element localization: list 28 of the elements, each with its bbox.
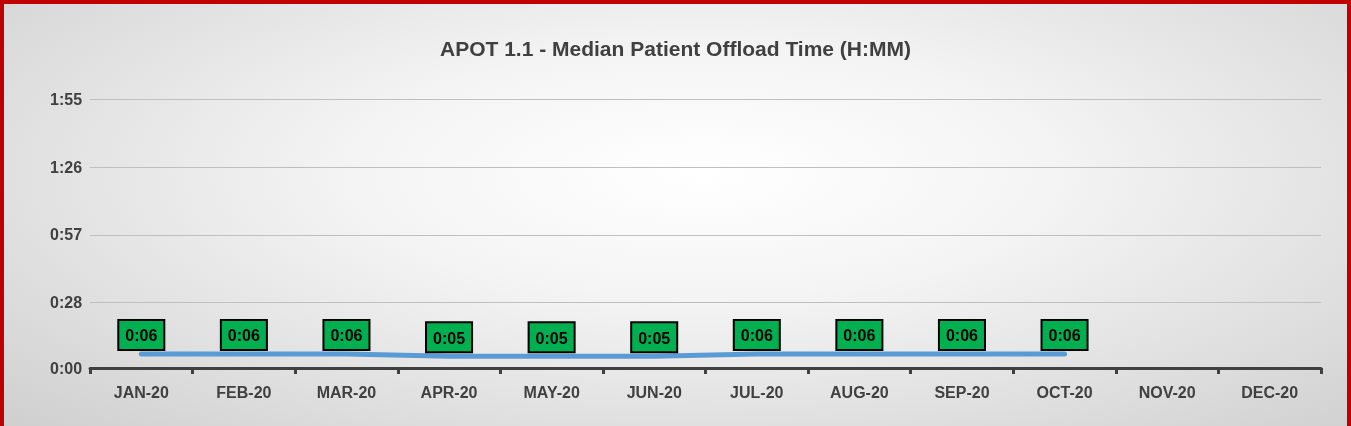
y-tick-label: 1:26 bbox=[50, 158, 83, 176]
data-label: 0:06 bbox=[740, 327, 773, 345]
x-tick-label: SEP-20 bbox=[934, 383, 990, 401]
x-tick-label: JUL-20 bbox=[730, 383, 784, 401]
x-tick-label: APR-20 bbox=[420, 383, 478, 401]
y-tick-label: 1:55 bbox=[50, 90, 83, 108]
x-tick-label: MAR-20 bbox=[316, 383, 377, 401]
data-label: 0:05 bbox=[535, 329, 568, 347]
x-tick-label: NOV-20 bbox=[1138, 383, 1196, 401]
y-tick-label: 0:00 bbox=[50, 359, 83, 377]
data-label: 0:06 bbox=[843, 327, 876, 345]
x-tick-label: JUN-20 bbox=[626, 383, 682, 401]
data-label: 0:06 bbox=[125, 327, 158, 345]
x-tick-label: MAY-20 bbox=[523, 383, 580, 401]
x-tick-label: JAN-20 bbox=[113, 383, 169, 401]
x-tick-label: FEB-20 bbox=[216, 383, 272, 401]
x-tick-label: AUG-20 bbox=[830, 383, 889, 401]
data-label: 0:05 bbox=[433, 329, 466, 347]
data-label: 0:06 bbox=[227, 327, 260, 345]
data-label: 0:06 bbox=[330, 327, 363, 345]
y-tick-label: 0:57 bbox=[50, 226, 83, 244]
data-label: 0:06 bbox=[945, 327, 979, 345]
data-label: 0:06 bbox=[1048, 327, 1081, 345]
x-tick-label: DEC-20 bbox=[1241, 383, 1299, 401]
data-label: 0:05 bbox=[638, 329, 671, 347]
x-tick-label: OCT-20 bbox=[1036, 383, 1093, 401]
y-tick-label: 0:28 bbox=[50, 294, 83, 312]
chart-title: APOT 1.1 - Median Patient Offload Time (H:MM) bbox=[440, 37, 911, 60]
